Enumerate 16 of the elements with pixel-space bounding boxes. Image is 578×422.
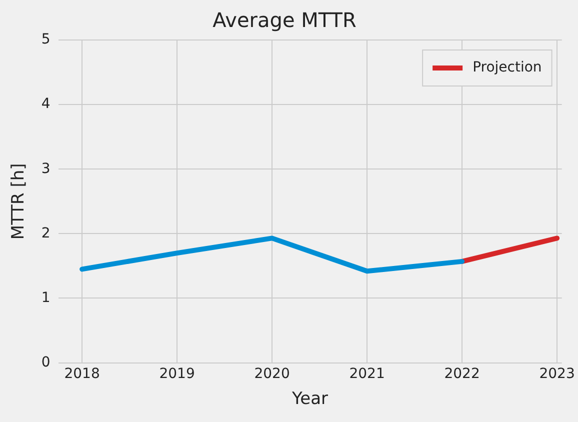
y-tick-label: 3 (41, 160, 50, 177)
x-tick-label: 2021 (349, 366, 385, 382)
legend-label: Projection (472, 60, 542, 76)
y-tick-label: 4 (41, 96, 50, 112)
x-tick-label: 2022 (444, 366, 480, 382)
y-tick-label: 2 (41, 225, 50, 242)
x-tick-label: 2023 (539, 366, 575, 382)
x-tick-label: 2019 (159, 366, 195, 382)
y-tick-label: 5 (41, 32, 50, 48)
chart-title: Average MTTR (212, 8, 356, 32)
y-tick-label: 0 (41, 354, 50, 370)
x-tick-label: 2020 (254, 366, 290, 382)
x-tick-label: 2018 (64, 366, 100, 382)
y-axis-title: MTTR [h] (8, 163, 29, 240)
x-axis-title: Year (291, 389, 328, 410)
y-tick-label: 1 (41, 290, 50, 306)
